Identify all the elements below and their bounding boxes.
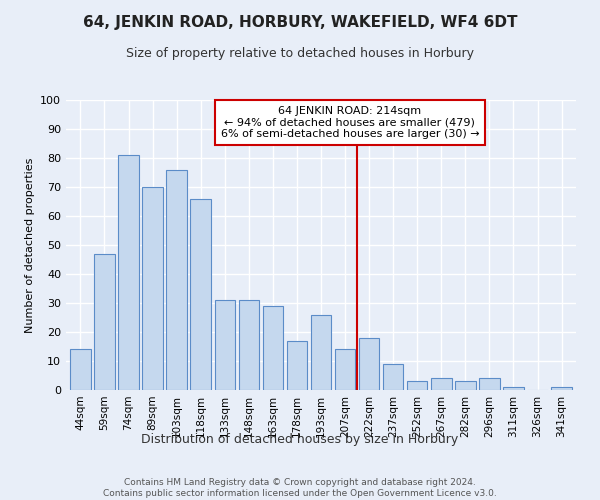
Bar — [287, 340, 307, 390]
Bar — [190, 198, 211, 390]
Bar — [94, 254, 115, 390]
Bar — [166, 170, 187, 390]
Bar — [455, 382, 476, 390]
Text: 64, JENKIN ROAD, HORBURY, WAKEFIELD, WF4 6DT: 64, JENKIN ROAD, HORBURY, WAKEFIELD, WF4… — [83, 15, 517, 30]
Y-axis label: Number of detached properties: Number of detached properties — [25, 158, 35, 332]
Bar — [70, 350, 91, 390]
Bar — [118, 155, 139, 390]
Text: Contains HM Land Registry data © Crown copyright and database right 2024.
Contai: Contains HM Land Registry data © Crown c… — [103, 478, 497, 498]
Text: Size of property relative to detached houses in Horbury: Size of property relative to detached ho… — [126, 48, 474, 60]
Bar — [311, 314, 331, 390]
Bar — [383, 364, 403, 390]
Bar — [142, 187, 163, 390]
Bar — [359, 338, 379, 390]
Bar — [551, 387, 572, 390]
Bar — [263, 306, 283, 390]
Bar — [503, 387, 524, 390]
Bar — [407, 382, 427, 390]
Text: Distribution of detached houses by size in Horbury: Distribution of detached houses by size … — [142, 432, 458, 446]
Text: 64 JENKIN ROAD: 214sqm
← 94% of detached houses are smaller (479)
6% of semi-det: 64 JENKIN ROAD: 214sqm ← 94% of detached… — [221, 106, 479, 139]
Bar — [335, 350, 355, 390]
Bar — [239, 300, 259, 390]
Bar — [479, 378, 500, 390]
Bar — [431, 378, 452, 390]
Bar — [215, 300, 235, 390]
